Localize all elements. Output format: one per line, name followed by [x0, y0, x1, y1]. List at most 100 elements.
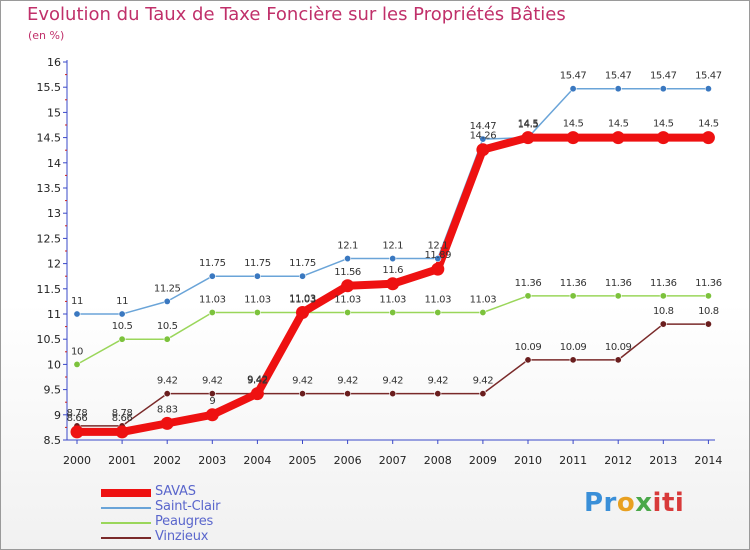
- x-tick-label: 2000: [63, 454, 91, 467]
- data-point: [479, 135, 487, 143]
- data-point: [160, 416, 174, 430]
- data-label: 10.8: [698, 306, 719, 317]
- data-point: [73, 360, 81, 368]
- data-point: [566, 131, 580, 145]
- data-label: 8.78: [67, 408, 88, 419]
- data-label: 11.89: [424, 250, 451, 261]
- y-tick-label: 16: [47, 56, 61, 69]
- data-label: 14.5: [518, 120, 539, 131]
- data-label: 14.5: [698, 119, 719, 130]
- data-point: [298, 390, 306, 398]
- data-point: [253, 308, 261, 316]
- logo-part: Pr: [584, 488, 617, 518]
- chart-title: Evolution du Taux de Taxe Foncière sur l…: [27, 4, 566, 25]
- data-label: 14.5: [653, 119, 674, 130]
- data-point: [614, 85, 622, 93]
- data-point: [521, 131, 535, 145]
- data-label: 8.78: [112, 408, 133, 419]
- data-label: 11.36: [695, 278, 722, 289]
- data-point: [656, 131, 670, 145]
- data-label: 11.36: [650, 278, 677, 289]
- data-label: 11.36: [515, 278, 542, 289]
- data-label: 11.03: [379, 294, 406, 305]
- data-label: 8.66: [67, 413, 88, 424]
- data-label: 10.09: [560, 342, 587, 353]
- legend-label: Peaugres: [155, 514, 214, 529]
- data-point: [479, 308, 487, 316]
- y-tick-label: 9: [54, 409, 61, 422]
- y-tick-label: 11.5: [37, 283, 62, 296]
- x-tick-label: 2001: [108, 454, 136, 467]
- data-point: [524, 356, 532, 364]
- data-label: 10.8: [653, 306, 674, 317]
- data-point: [296, 305, 309, 319]
- data-point: [208, 272, 216, 280]
- data-point: [659, 85, 667, 93]
- data-point: [205, 408, 219, 422]
- data-label: 11.6: [382, 265, 403, 276]
- data-label: 9.42: [202, 376, 223, 387]
- data-point: [344, 255, 352, 263]
- x-tick-label: 2006: [334, 454, 362, 467]
- data-point: [704, 320, 712, 328]
- data-point: [434, 255, 442, 263]
- data-label: 15.47: [560, 71, 587, 82]
- data-label: 9.42: [247, 375, 268, 386]
- legend-swatch: [101, 522, 151, 524]
- y-tick-label: 10: [47, 358, 61, 371]
- y-tick-label: 8.5: [44, 434, 62, 447]
- data-label: 11.75: [289, 258, 316, 269]
- x-tick-label: 2013: [649, 454, 677, 467]
- legend-label: Vinzieux: [155, 529, 209, 544]
- data-label: 11.36: [560, 278, 587, 289]
- data-point: [115, 425, 129, 439]
- data-label: 9.42: [247, 376, 268, 387]
- data-point: [208, 390, 216, 398]
- data-point: [569, 292, 577, 300]
- data-point: [614, 292, 622, 300]
- data-point: [208, 308, 216, 316]
- data-label: 9.42: [157, 376, 178, 387]
- legend-swatch: [101, 489, 151, 497]
- data-label: 10.5: [112, 321, 133, 332]
- data-point: [118, 335, 126, 343]
- y-tick-label: 11: [47, 308, 61, 321]
- y-tick-label: 10.5: [37, 333, 62, 346]
- data-point: [701, 131, 715, 145]
- data-label: 11.03: [334, 294, 361, 305]
- data-label: 10: [71, 346, 83, 357]
- x-tick-label: 2014: [694, 454, 722, 467]
- legend-label: Saint-Clair: [155, 499, 221, 514]
- data-label: 11.03: [470, 294, 497, 305]
- data-label: 10.09: [605, 342, 632, 353]
- data-point: [70, 425, 84, 439]
- data-label: 15.47: [695, 71, 722, 82]
- data-point: [389, 255, 397, 263]
- data-point: [163, 335, 171, 343]
- data-label: 14.5: [563, 119, 584, 130]
- data-label: 9.42: [427, 376, 448, 387]
- logo-part: iti: [652, 488, 685, 518]
- data-label: 14.26: [470, 131, 497, 142]
- data-point: [704, 292, 712, 300]
- y-tick-label: 15: [47, 106, 61, 119]
- x-tick-label: 2012: [604, 454, 632, 467]
- data-label: 11.36: [605, 278, 632, 289]
- legend-swatch: [101, 537, 151, 539]
- data-label: 11.03: [424, 294, 451, 305]
- data-label: 9.42: [382, 376, 403, 387]
- data-label: 10.5: [157, 321, 178, 332]
- x-tick-label: 2010: [514, 454, 542, 467]
- data-point: [659, 292, 667, 300]
- data-label: 9: [209, 396, 215, 407]
- y-tick-label: 15.5: [37, 81, 62, 94]
- data-point: [253, 272, 261, 280]
- data-point: [569, 356, 577, 364]
- data-point: [611, 131, 625, 145]
- y-tick-label: 12.5: [37, 232, 62, 245]
- data-label: 9.42: [292, 376, 313, 387]
- data-label: 11.03: [199, 294, 226, 305]
- data-label: 12.1: [337, 241, 358, 252]
